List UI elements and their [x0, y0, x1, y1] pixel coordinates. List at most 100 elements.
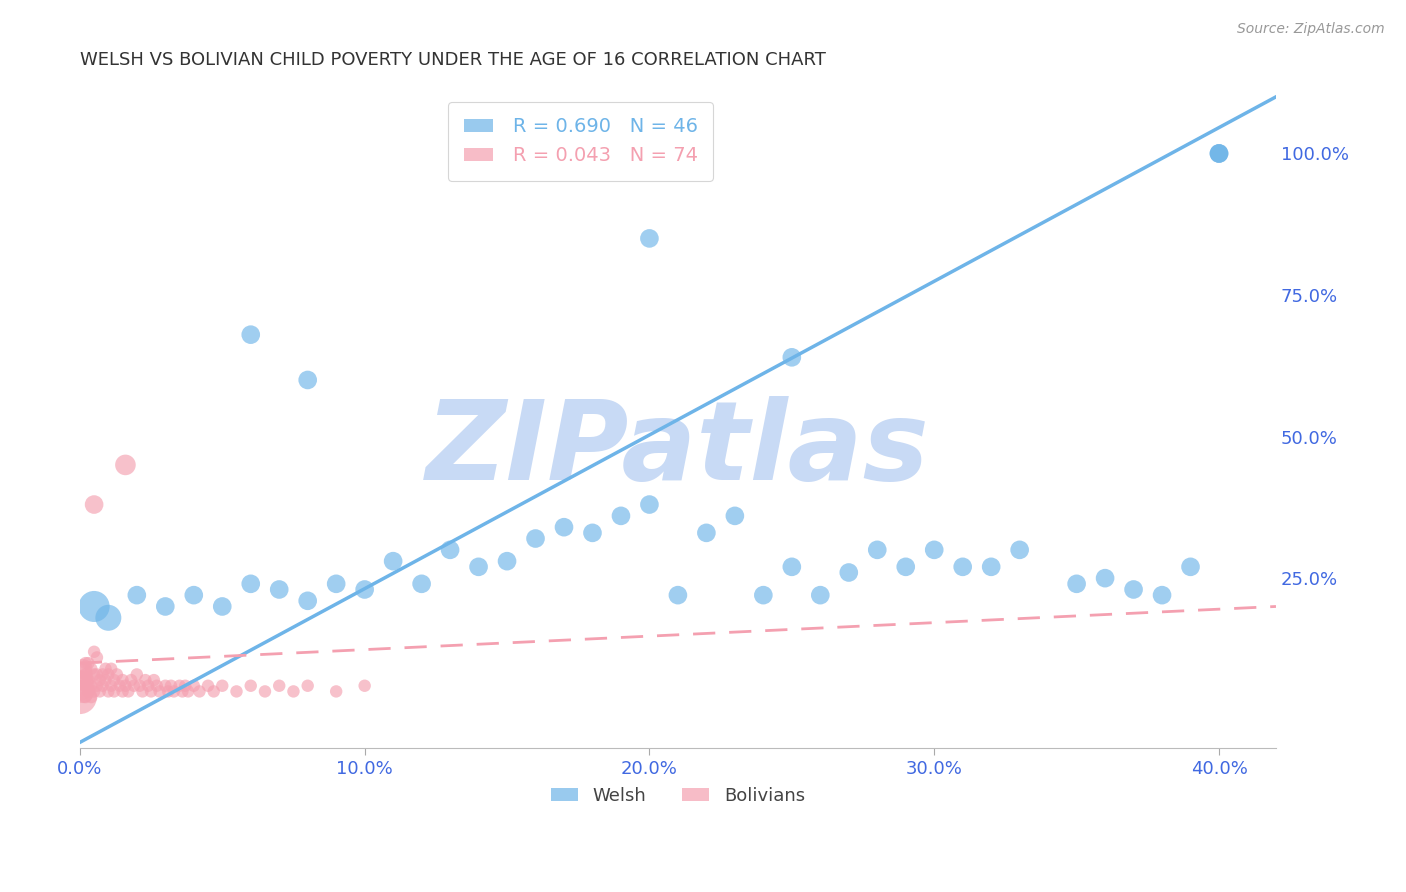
Point: [94, 673, 117, 687]
Point: [1208, 146, 1230, 161]
Point: [139, 684, 162, 698]
Text: ZIPatlas: ZIPatlas: [426, 396, 929, 503]
Point: [172, 684, 194, 698]
Point: [297, 679, 319, 693]
Text: WELSH VS BOLIVIAN CHILD POVERTY UNDER THE AGE OF 16 CORRELATION CHART: WELSH VS BOLIVIAN CHILD POVERTY UNDER TH…: [80, 51, 825, 69]
Point: [174, 679, 197, 693]
Point: [125, 588, 148, 602]
Point: [155, 599, 177, 614]
Point: [111, 684, 134, 698]
Point: [283, 684, 305, 698]
Point: [239, 679, 262, 693]
Point: [695, 525, 717, 540]
Point: [117, 684, 139, 698]
Point: [114, 679, 136, 693]
Point: [225, 684, 247, 698]
Point: [136, 679, 159, 693]
Point: [160, 679, 183, 693]
Point: [77, 656, 100, 670]
Point: [69, 667, 91, 681]
Point: [86, 650, 108, 665]
Point: [177, 684, 200, 698]
Point: [103, 673, 125, 687]
Point: [253, 684, 276, 698]
Point: [111, 673, 134, 687]
Point: [239, 327, 262, 342]
Point: [666, 588, 689, 602]
Point: [411, 577, 433, 591]
Point: [69, 690, 91, 704]
Point: [269, 679, 291, 693]
Point: [69, 679, 91, 693]
Point: [134, 673, 156, 687]
Point: [169, 679, 191, 693]
Point: [100, 662, 122, 676]
Legend: Welsh, Bolivians: Welsh, Bolivians: [544, 780, 813, 812]
Point: [439, 542, 461, 557]
Point: [183, 679, 205, 693]
Point: [122, 679, 145, 693]
Point: [91, 679, 114, 693]
Point: [325, 577, 347, 591]
Point: [202, 684, 225, 698]
Point: [894, 559, 917, 574]
Point: [724, 508, 747, 523]
Point: [353, 679, 375, 693]
Point: [197, 679, 219, 693]
Point: [145, 679, 167, 693]
Point: [131, 684, 153, 698]
Point: [467, 559, 489, 574]
Point: [211, 599, 233, 614]
Point: [952, 559, 974, 574]
Point: [183, 588, 205, 602]
Point: [866, 542, 889, 557]
Point: [86, 679, 108, 693]
Point: [83, 684, 105, 698]
Point: [553, 520, 575, 534]
Point: [808, 588, 831, 602]
Point: [269, 582, 291, 597]
Point: [75, 667, 97, 681]
Point: [610, 508, 633, 523]
Point: [163, 684, 186, 698]
Point: [75, 679, 97, 693]
Point: [89, 684, 111, 698]
Point: [83, 599, 105, 614]
Point: [80, 679, 103, 693]
Point: [97, 684, 120, 698]
Point: [114, 458, 136, 472]
Point: [91, 667, 114, 681]
Point: [496, 554, 519, 568]
Point: [638, 498, 661, 512]
Point: [105, 667, 128, 681]
Point: [83, 645, 105, 659]
Point: [382, 554, 405, 568]
Point: [353, 582, 375, 597]
Point: [1150, 588, 1173, 602]
Point: [211, 679, 233, 693]
Point: [524, 532, 547, 546]
Point: [297, 373, 319, 387]
Point: [922, 542, 945, 557]
Point: [980, 559, 1002, 574]
Point: [77, 684, 100, 698]
Point: [72, 684, 94, 698]
Point: [325, 684, 347, 698]
Point: [157, 684, 180, 698]
Point: [1180, 559, 1202, 574]
Point: [1094, 571, 1116, 585]
Point: [142, 673, 165, 687]
Point: [108, 679, 131, 693]
Point: [120, 673, 142, 687]
Point: [89, 673, 111, 687]
Point: [780, 351, 803, 365]
Point: [100, 679, 122, 693]
Point: [1122, 582, 1144, 597]
Point: [297, 594, 319, 608]
Point: [1008, 542, 1031, 557]
Point: [149, 684, 172, 698]
Point: [125, 667, 148, 681]
Point: [80, 690, 103, 704]
Point: [97, 611, 120, 625]
Point: [581, 525, 603, 540]
